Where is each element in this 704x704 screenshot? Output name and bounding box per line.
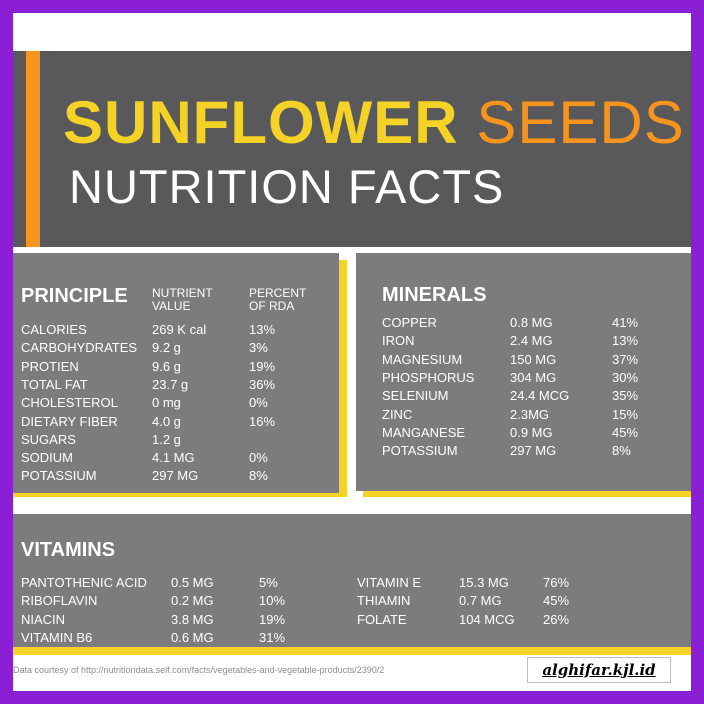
row-value: 0 mg — [152, 395, 181, 410]
row-value: 104 MCG — [459, 612, 515, 627]
row-name: CARBOHYDRATES — [21, 340, 138, 355]
row-name: CHOLESTEROL — [21, 395, 118, 410]
row-rda: 8% — [249, 468, 268, 483]
row-value: 0.9 MG — [510, 425, 553, 440]
orange-accent-bar — [26, 51, 40, 247]
row-value: 2.4 MG — [510, 333, 553, 348]
vitamins-heading: VITAMINS — [21, 539, 116, 561]
row-name: NIACIN — [21, 612, 66, 627]
row-value: 150 MG — [510, 352, 557, 367]
row-name: CALORIES — [21, 322, 87, 337]
principle-heading: PRINCIPLE — [21, 285, 128, 307]
row-rda: 36% — [249, 377, 276, 392]
percent-rda-header: PERCENT OF RDA — [249, 286, 307, 313]
row-value: 4.0 g — [152, 414, 181, 429]
page-subtitle: NUTRITION FACTS — [69, 160, 505, 213]
row-rda: 15% — [612, 407, 639, 422]
row-rda: 8% — [612, 443, 631, 458]
row-value: 24.4 MCG — [510, 388, 570, 403]
row-rda: 5% — [259, 575, 278, 590]
row-name: PANTOTHENIC ACID — [21, 575, 147, 590]
row-name: VITAMIN E — [357, 575, 422, 590]
row-value: 9.2 g — [152, 340, 181, 355]
row-name: SODIUM — [21, 450, 73, 465]
row-rda: 45% — [543, 593, 570, 608]
row-name: FOLATE — [357, 612, 407, 627]
row-value: 15.3 MG — [459, 575, 509, 590]
row-name: SUGARS — [21, 432, 76, 447]
nutrient-value-header: NUTRIENT VALUE — [152, 286, 213, 313]
row-rda: 13% — [249, 322, 276, 337]
row-rda: 13% — [612, 333, 639, 348]
row-value: 23.7 g — [152, 377, 189, 392]
principle-panel: PRINCIPLE NUTRIENT VALUE PERCENT OF RDA … — [13, 253, 339, 493]
row-value: 0.7 MG — [459, 593, 502, 608]
row-value: 1.2 g — [152, 432, 181, 447]
row-name: RIBOFLAVIN — [21, 593, 98, 608]
row-rda: 35% — [612, 388, 639, 403]
row-name: TOTAL FAT — [21, 377, 88, 392]
row-value: 269 K cal — [152, 322, 207, 337]
row-value: 297 MG — [152, 468, 199, 483]
row-rda: 26% — [543, 612, 570, 627]
row-value: 297 MG — [510, 443, 557, 458]
row-name: PROTIEN — [21, 359, 79, 374]
row-value: 304 MG — [510, 370, 557, 385]
row-value: 9.6 g — [152, 359, 181, 374]
row-value: 0.8 MG — [510, 315, 553, 330]
title-word-sunflower: SUNFLOWER — [63, 89, 459, 156]
row-rda: 0% — [249, 450, 268, 465]
row-value: 0.6 MG — [171, 630, 214, 645]
watermark: alghifar.kjl.id — [527, 657, 671, 683]
row-name: COPPER — [382, 315, 437, 330]
row-value: 2.3MG — [510, 407, 550, 422]
row-rda: 16% — [249, 414, 276, 429]
row-name: THIAMIN — [357, 593, 411, 608]
row-rda: 10% — [259, 593, 286, 608]
row-rda: 31% — [259, 630, 286, 645]
row-rda: 37% — [612, 352, 639, 367]
row-rda: 76% — [543, 575, 570, 590]
minerals-heading: MINERALS — [382, 284, 487, 306]
infographic: SUNFLOWER SEEDS NUTRITION FACTS PRINCIPL… — [13, 13, 691, 691]
row-name: VITAMIN B6 — [21, 630, 93, 645]
row-value: 3.8 MG — [171, 612, 214, 627]
row-name: POTASSIUM — [21, 468, 97, 483]
row-name: MANGANESE — [382, 425, 466, 440]
minerals-panel: MINERALS COPPER 0.8 MG 41% IRON 2.4 MG 13% MAG… — [356, 253, 691, 491]
row-name: IRON — [382, 333, 415, 348]
row-name: ZINC — [382, 407, 413, 422]
title-word-seeds: SEEDS — [476, 89, 685, 156]
data-source-footnote: Data courtesy of http://nutritiondata.se… — [13, 665, 385, 675]
row-value: 0.2 MG — [171, 593, 214, 608]
row-rda: 45% — [612, 425, 639, 440]
row-name: DIETARY FIBER — [21, 414, 118, 429]
row-name: MAGNESIUM — [382, 352, 463, 367]
row-rda: 41% — [612, 315, 639, 330]
row-rda: 30% — [612, 370, 639, 385]
row-name: POTASSIUM — [382, 443, 458, 458]
row-name: PHOSPHORUS — [382, 370, 475, 385]
header-banner: SUNFLOWER SEEDS NUTRITION FACTS — [13, 51, 691, 247]
row-value: 4.1 MG — [152, 450, 195, 465]
vitamins-panel: VITAMINS PANTOTHENIC ACID 0.5 MG 5% RIBOFLA… — [13, 514, 691, 647]
page-title: SUNFLOWER SEEDS — [63, 93, 685, 153]
row-rda: 19% — [249, 359, 276, 374]
row-rda: 0% — [249, 395, 268, 410]
row-rda: 19% — [259, 612, 286, 627]
row-rda: 3% — [249, 340, 268, 355]
row-value: 0.5 MG — [171, 575, 214, 590]
row-name: SELENIUM — [382, 388, 449, 403]
